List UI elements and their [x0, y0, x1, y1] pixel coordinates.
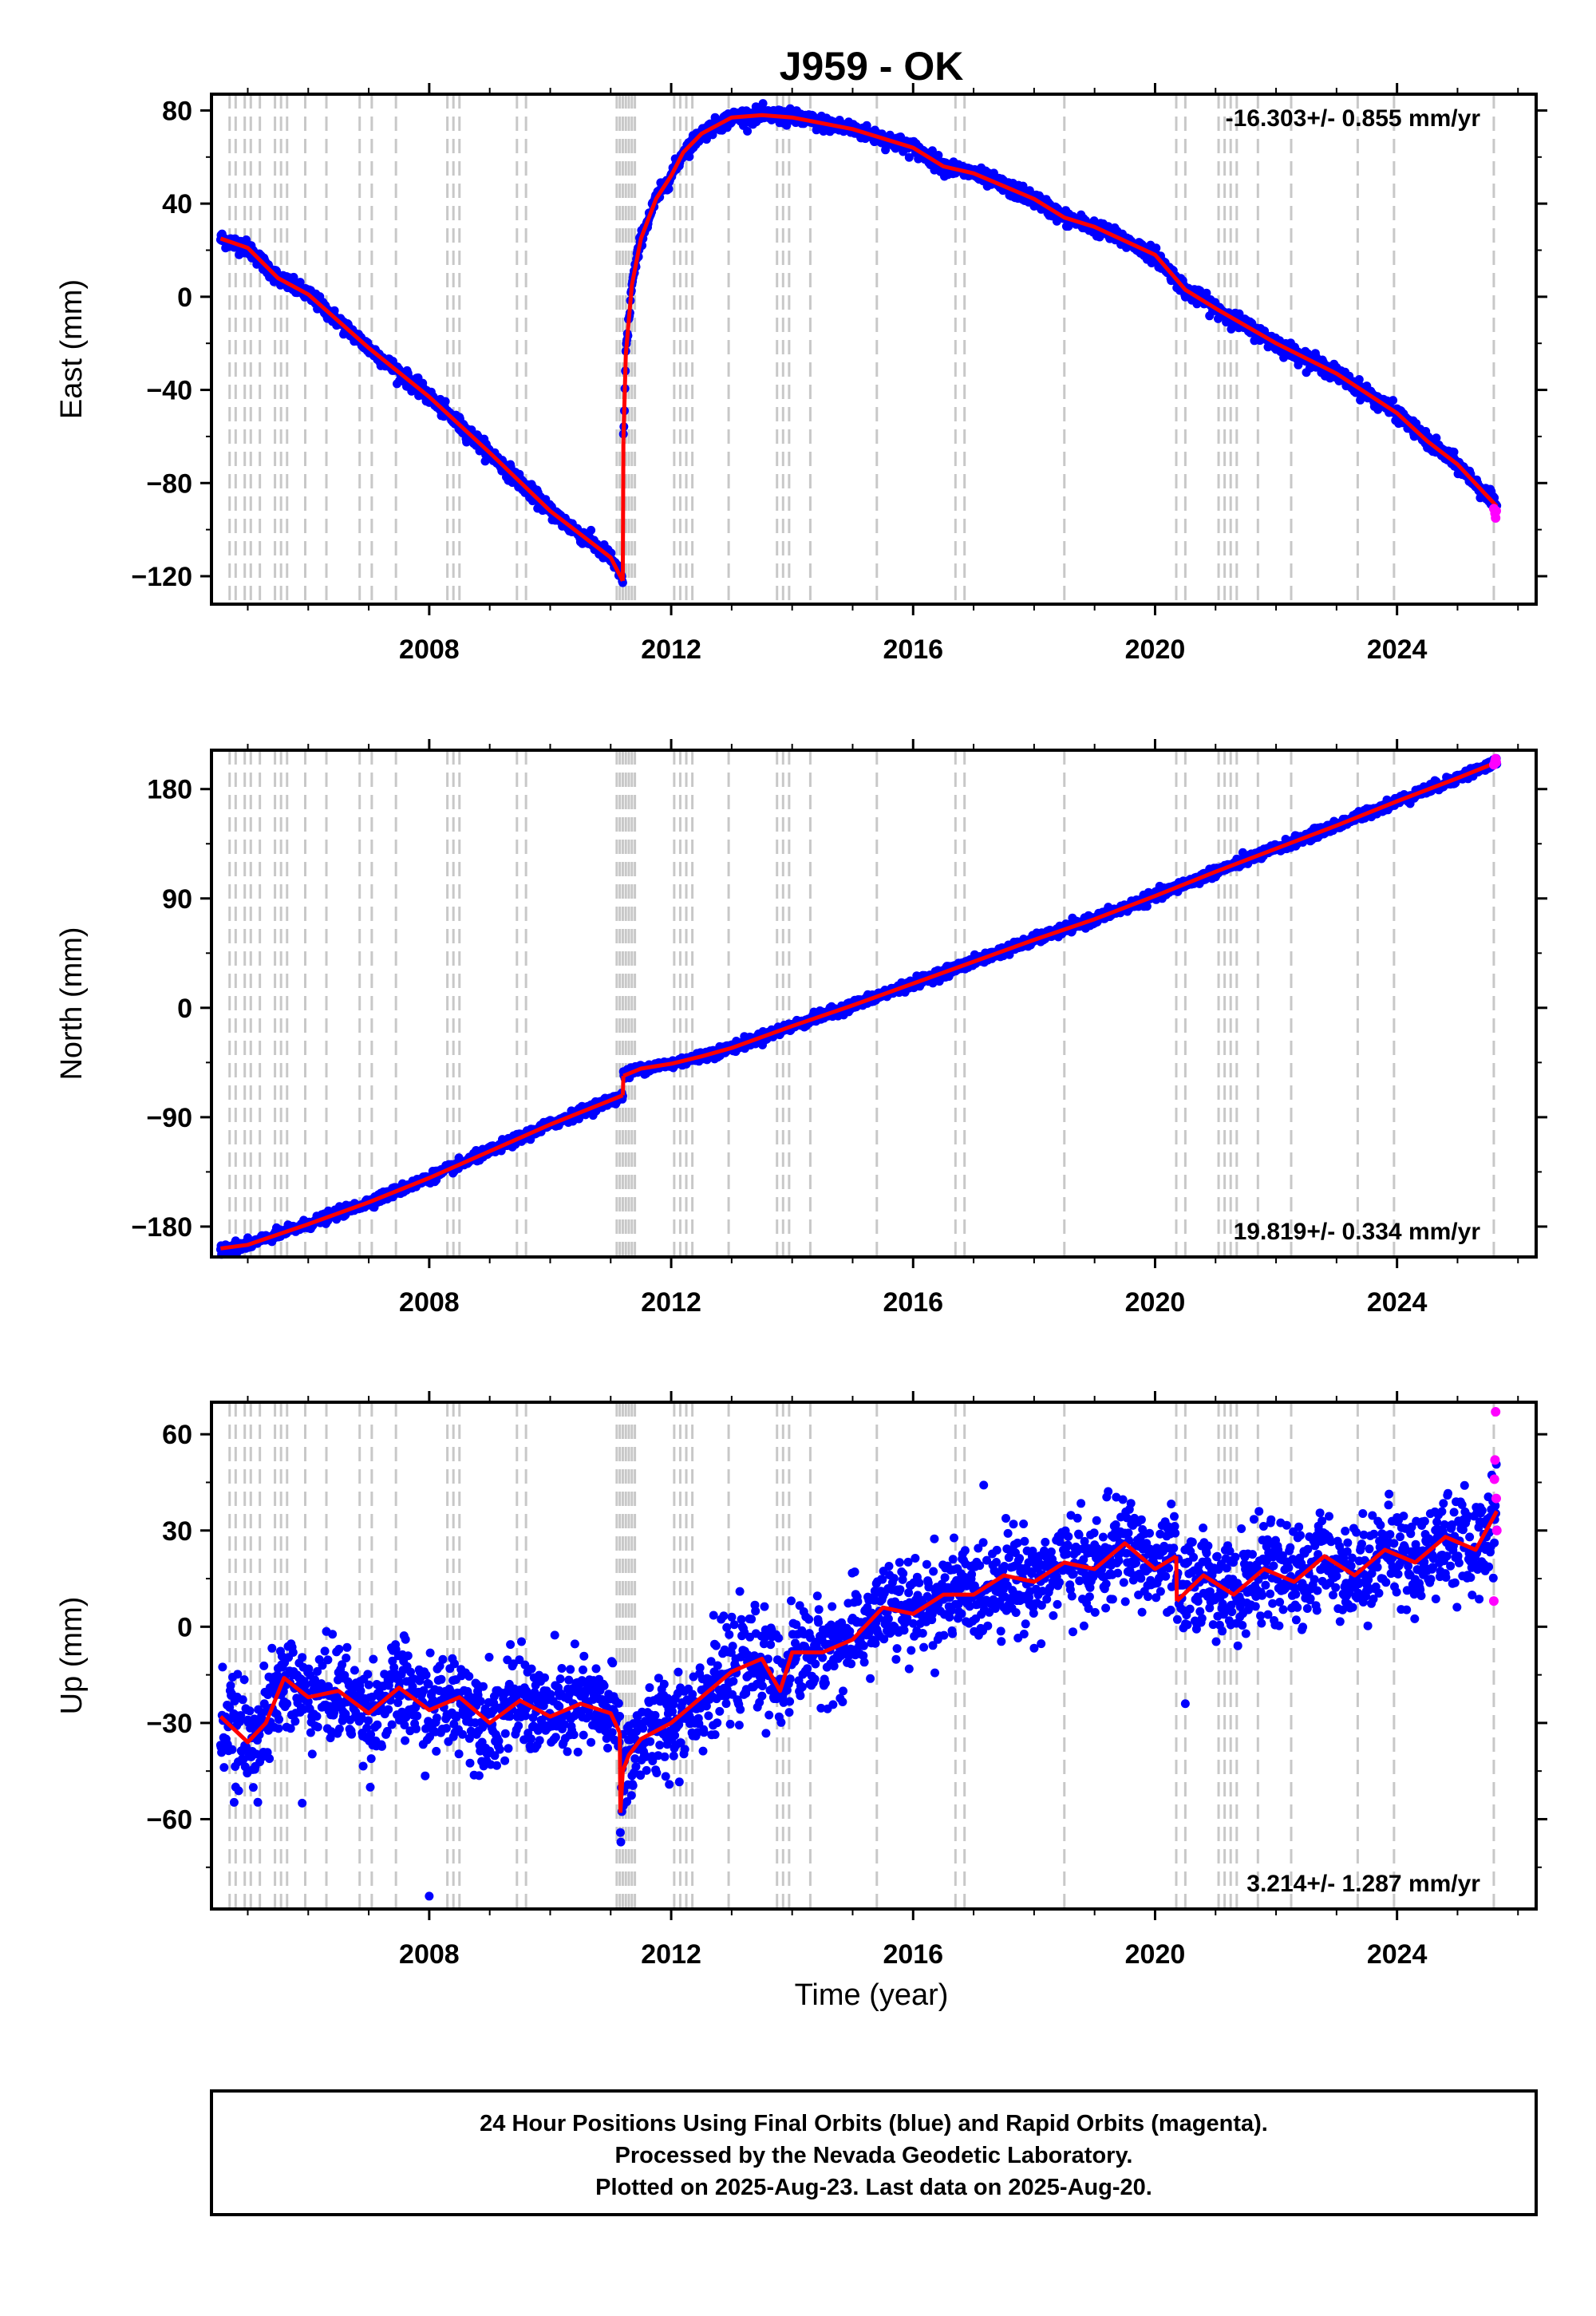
data-point	[440, 397, 450, 406]
y-tick-label: −120	[131, 562, 192, 592]
data-point	[330, 306, 339, 315]
x-tick-label: 2020	[1125, 634, 1186, 665]
data-point	[1432, 433, 1441, 443]
model-fit-line	[621, 113, 1499, 508]
model-fit	[219, 113, 1499, 582]
data-point	[758, 99, 768, 109]
data-point	[1354, 375, 1364, 384]
rapid-point	[1491, 513, 1501, 524]
x-tick-label: 2024	[1367, 634, 1428, 665]
rapid-point	[1491, 506, 1501, 516]
east-panel: 80 40 0 −40 −80 −120 2008 2012 2016 2020 2024 East …	[55, 83, 1547, 665]
chart-title: J959 - OK	[780, 44, 964, 89]
data-point	[1449, 447, 1459, 456]
data-point	[743, 126, 753, 136]
x-tick-label: 2012	[641, 634, 701, 665]
data-point	[904, 152, 914, 162]
y-tick-label: 40	[162, 189, 192, 219]
y-axis-label: East (mm)	[55, 279, 89, 419]
model-fit-step	[620, 441, 626, 581]
data-point	[587, 525, 596, 535]
equipment-change-lines	[228, 750, 1495, 1257]
data-point	[289, 272, 298, 282]
data-point	[664, 184, 674, 194]
rapid-orbit-points	[1488, 504, 1501, 524]
y-tick-label: 0	[177, 283, 192, 313]
x-tick-label: 2016	[883, 634, 943, 665]
y-tick-label: −80	[146, 468, 192, 499]
rate-annotation: -16.303+/- 0.855 mm/yr	[1226, 105, 1481, 132]
data-point	[685, 152, 694, 161]
model-fit-line	[219, 236, 625, 582]
y-tick-label: −40	[146, 376, 192, 406]
data-point	[295, 278, 305, 287]
data-point	[1152, 243, 1161, 253]
final-orbit-points	[215, 753, 1502, 1259]
y-tick-label: 80	[162, 96, 192, 126]
final-orbit-points	[215, 99, 1502, 587]
x-tick-label: 2008	[399, 634, 460, 665]
plot-frame	[210, 93, 1538, 606]
data-point	[1389, 396, 1398, 405]
